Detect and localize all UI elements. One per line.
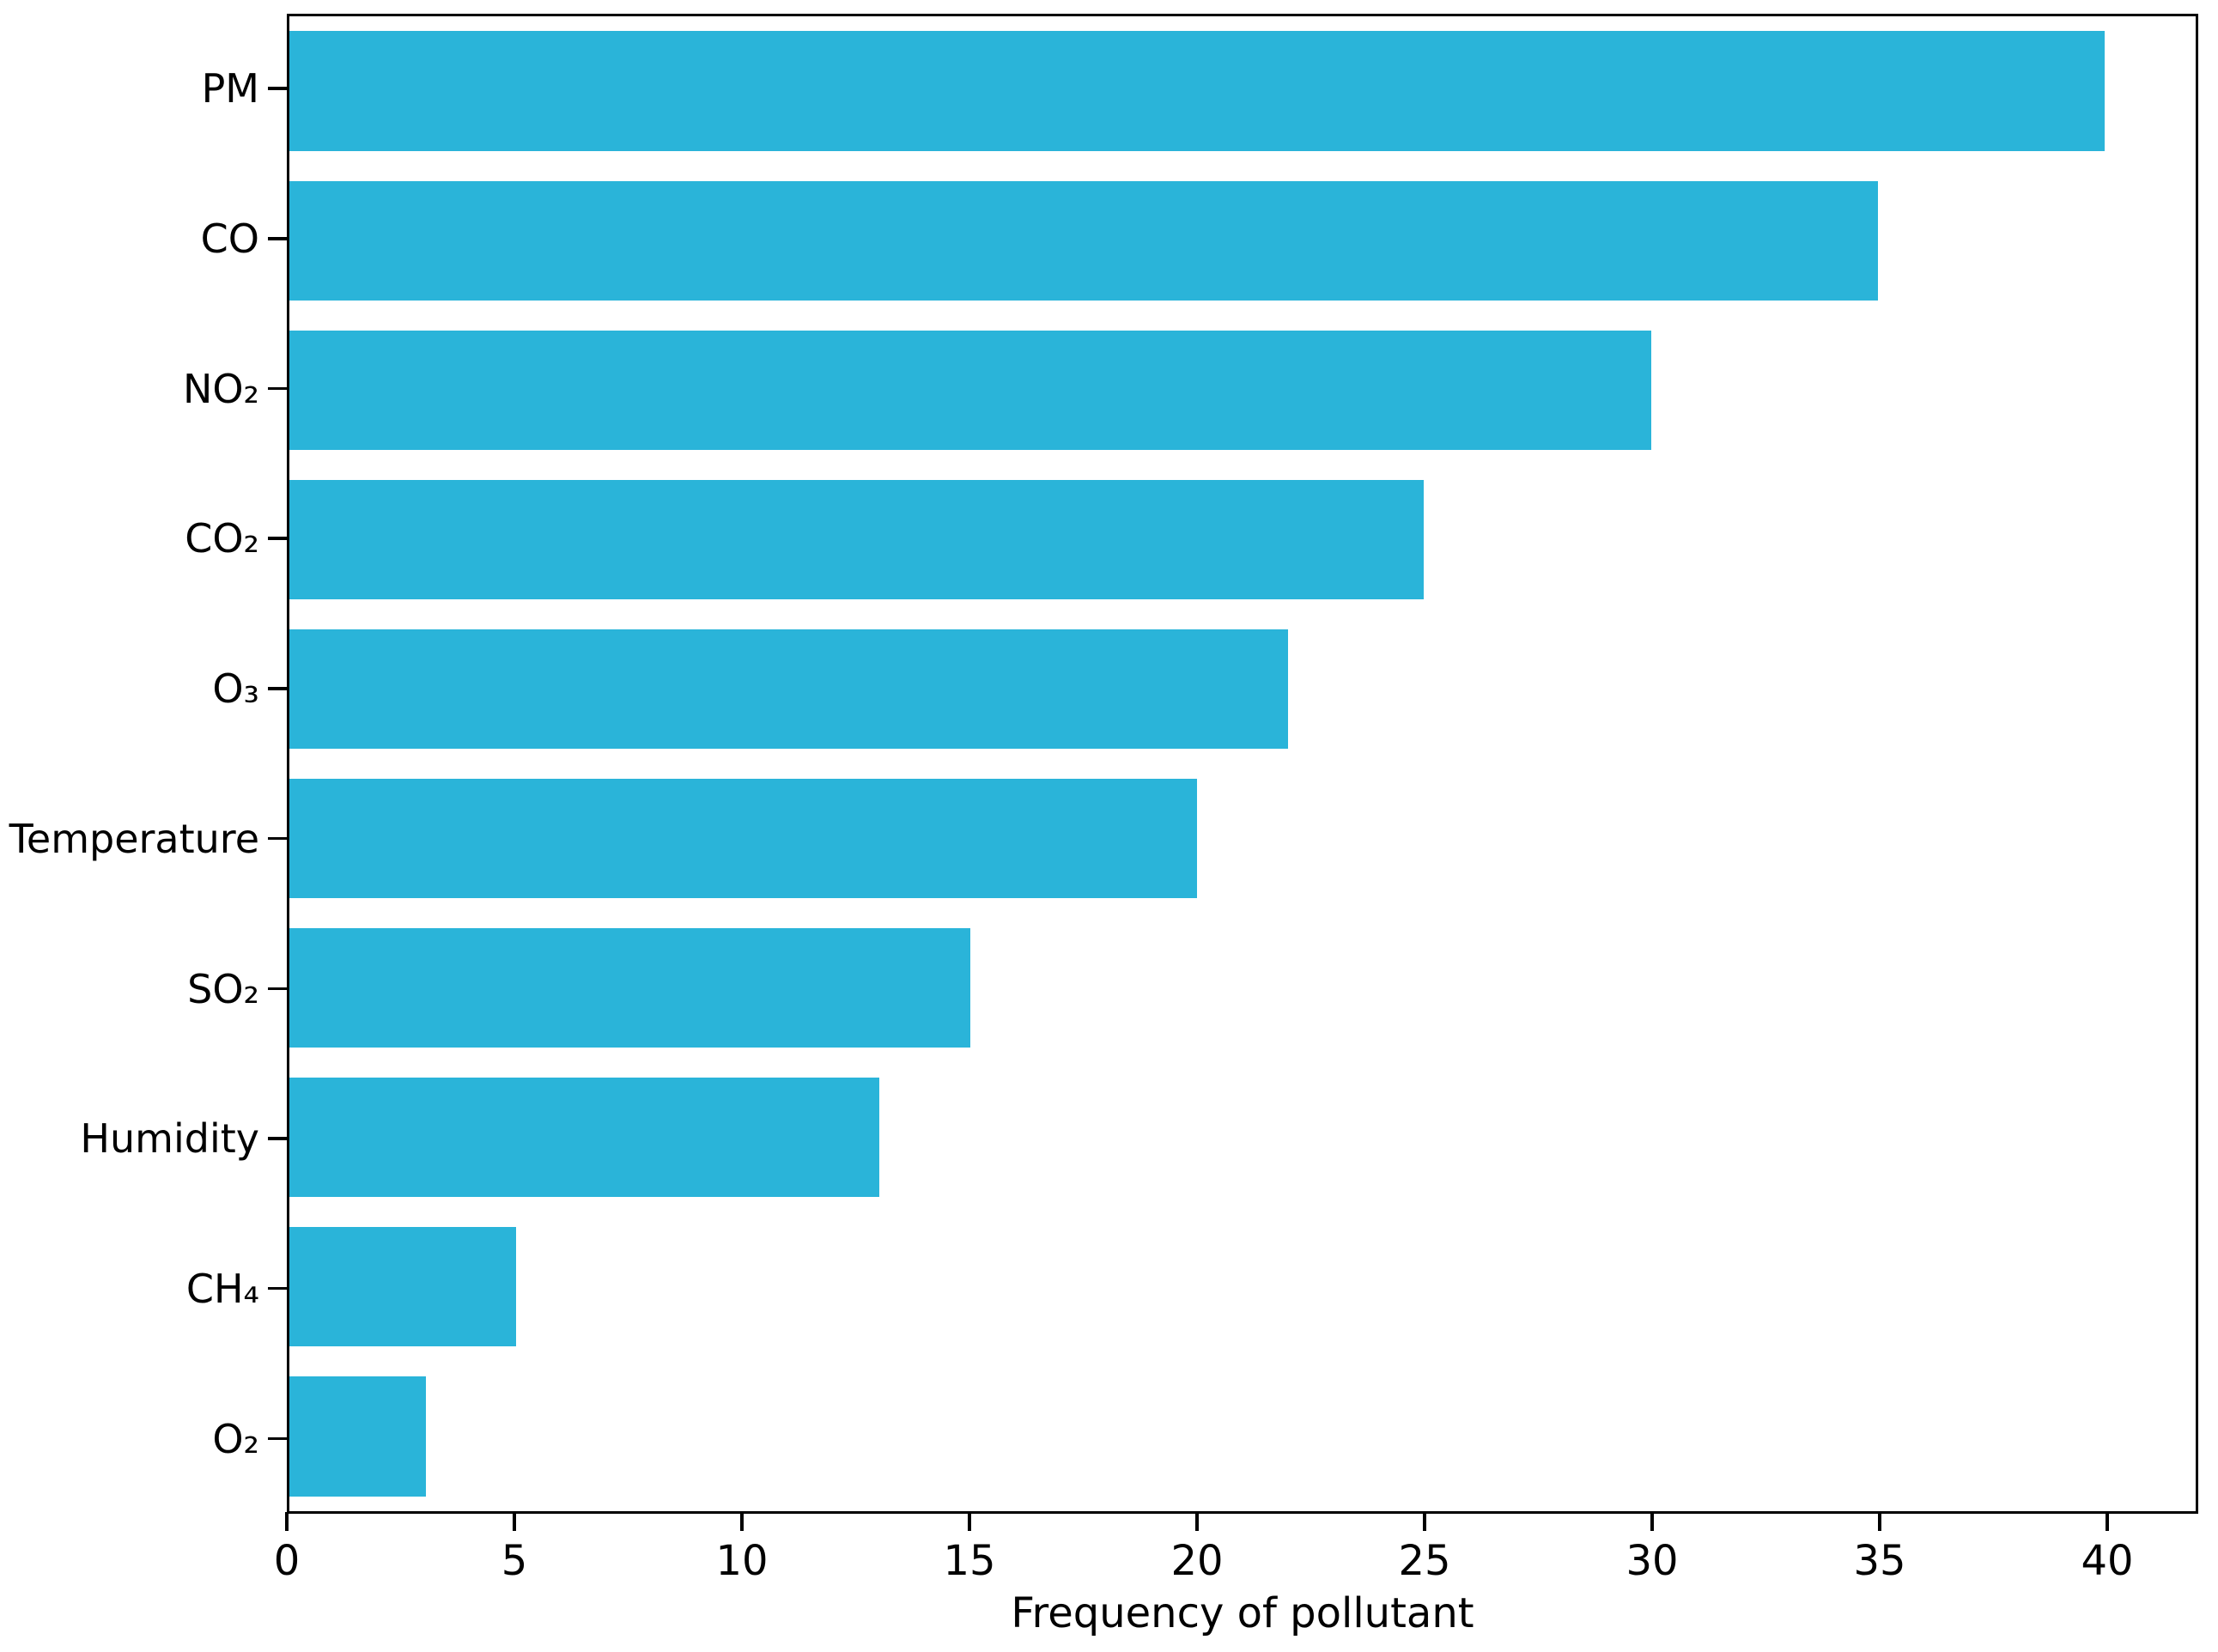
y-tick	[268, 1286, 287, 1291]
x-tick-label: 40	[2081, 1537, 2134, 1585]
x-axis-title: Frequency of pollutant	[1011, 1589, 1474, 1637]
bar	[289, 31, 2106, 151]
bar	[289, 778, 1198, 899]
x-tick	[1195, 1512, 1199, 1531]
x-tick-label: 20	[1170, 1537, 1224, 1585]
y-tick-label: CH₄	[185, 1265, 259, 1312]
y-tick-label: Humidity	[80, 1115, 259, 1163]
x-tick-label: 10	[715, 1537, 769, 1585]
y-tick-label: O₃	[212, 665, 259, 713]
bar	[289, 928, 970, 1048]
y-tick-label: PM	[201, 65, 259, 112]
x-tick	[1878, 1512, 1881, 1531]
x-tick-label: 0	[273, 1537, 301, 1585]
bar	[289, 1376, 426, 1497]
y-tick	[268, 1137, 287, 1140]
y-tick	[268, 836, 287, 841]
bars-layer	[289, 16, 2196, 1511]
x-axis-ticks	[285, 1512, 2198, 1534]
y-tick-label: Temperature	[9, 815, 259, 862]
plot-area	[287, 14, 2198, 1514]
x-tick	[1650, 1512, 1654, 1531]
y-tick	[268, 987, 287, 991]
x-tick	[968, 1512, 971, 1531]
bar	[289, 1227, 517, 1347]
bar	[289, 1078, 880, 1198]
x-tick-label: 5	[501, 1537, 528, 1585]
x-tick	[513, 1512, 516, 1531]
bar	[289, 629, 1288, 750]
y-axis-ticks	[265, 14, 287, 1514]
x-tick-label: 35	[1853, 1537, 1906, 1585]
bar	[289, 330, 1651, 450]
y-tick	[268, 237, 287, 240]
y-tick	[268, 1436, 287, 1441]
y-tick	[268, 386, 287, 391]
y-tick-label: CO	[200, 216, 259, 263]
x-tick-label: 30	[1626, 1537, 1679, 1585]
y-tick-label: CO₂	[185, 515, 259, 562]
x-tick-label: 15	[943, 1537, 996, 1585]
x-tick	[1423, 1512, 1426, 1531]
y-tick-label: NO₂	[182, 365, 259, 412]
x-tick	[2106, 1512, 2109, 1531]
x-tick-label: 25	[1398, 1537, 1451, 1585]
x-tick	[740, 1512, 744, 1531]
bar	[289, 479, 1425, 599]
y-tick-label: SO₂	[187, 965, 259, 1012]
bar	[289, 180, 1878, 301]
y-tick	[268, 87, 287, 90]
x-axis-tick-labels: 0 5 10 15 20 25 30 35 40	[274, 1537, 2198, 1588]
y-tick	[268, 687, 287, 690]
y-tick-label: O₂	[212, 1415, 259, 1462]
y-tick	[268, 537, 287, 540]
y-axis-labels: PM CO NO₂ CO₂ O₃ Temperature SO₂ Humidity CH₄ O₂	[0, 14, 259, 1514]
x-tick	[285, 1512, 289, 1531]
